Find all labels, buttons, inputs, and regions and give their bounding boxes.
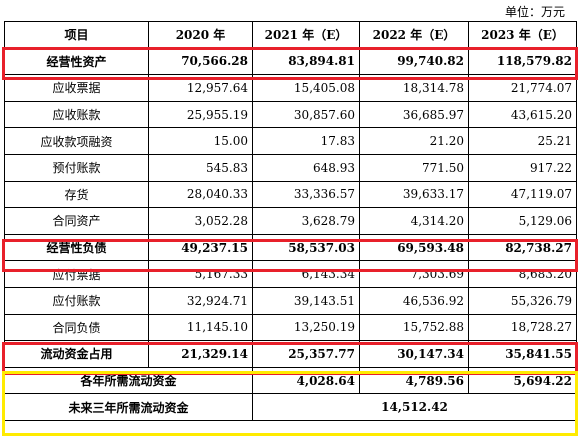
row-value: 83,894.81 bbox=[252, 47, 360, 76]
row-value: 21,329.14 bbox=[148, 340, 253, 368]
table-row: 经营性资产 70,566.28 83,894.81 99,740.82 118,579.… bbox=[4, 47, 577, 76]
row-label: 流动资金占用 bbox=[4, 340, 149, 368]
row-value: 55,326.79 bbox=[468, 286, 577, 315]
row-value: 12,957.64 bbox=[148, 74, 253, 102]
row-value: 7,303.69 bbox=[359, 260, 469, 288]
table-row: 应付票据 5,167.33 6,143.34 7,303.69 8,683.20 bbox=[4, 260, 577, 288]
annual-need-2021e: 4,028.64 bbox=[252, 366, 360, 395]
row-value: 99,740.82 bbox=[359, 47, 469, 76]
three-year-need-row: 未来三年所需流动资金 14,512.42 bbox=[4, 393, 577, 421]
row-value: 5,129.06 bbox=[468, 207, 577, 235]
row-label: 应收账款 bbox=[4, 100, 149, 129]
row-value: 21,774.07 bbox=[468, 74, 577, 102]
table-row: 应收票据 12,957.64 15,405.08 18,314.78 21,774.07 bbox=[4, 74, 577, 102]
three-year-need-label: 未来三年所需流动资金 bbox=[4, 393, 253, 421]
row-value: 32,924.71 bbox=[148, 286, 253, 315]
row-label: 经营性负债 bbox=[4, 233, 149, 262]
row-value: 118,579.82 bbox=[468, 47, 577, 76]
row-value: 17.83 bbox=[252, 127, 360, 155]
row-value: 18,728.27 bbox=[468, 313, 577, 342]
header-2021e: 2021 年（E） bbox=[252, 21, 360, 49]
row-value: 15.00 bbox=[148, 127, 253, 155]
row-value: 25,955.19 bbox=[148, 100, 253, 129]
row-value: 36,685.97 bbox=[359, 100, 469, 129]
table-row: 存货 28,040.33 33,336.57 39,633.17 47,119.07 bbox=[4, 180, 577, 209]
working-capital-table: 项目 2020 年 2021 年（E） 2022 年（E） 2023 年（E） … bbox=[4, 21, 577, 421]
row-value: 3,052.28 bbox=[148, 207, 253, 235]
row-label: 应付票据 bbox=[4, 260, 149, 288]
header-2022e: 2022 年（E） bbox=[359, 21, 469, 49]
annual-need-2023e: 5,694.22 bbox=[468, 366, 577, 395]
header-row: 项目 2020 年 2021 年（E） 2022 年（E） 2023 年（E） bbox=[4, 21, 577, 49]
row-value: 11,145.10 bbox=[148, 313, 253, 342]
table-row: 合同负债 11,145.10 13,250.19 15,752.88 18,728.27 bbox=[4, 313, 577, 342]
row-value: 25.21 bbox=[468, 127, 577, 155]
row-label: 合同资产 bbox=[4, 207, 149, 235]
row-value: 46,536.92 bbox=[359, 286, 469, 315]
row-value: 4,314.20 bbox=[359, 207, 469, 235]
row-value: 28,040.33 bbox=[148, 180, 253, 209]
row-value: 3,628.79 bbox=[252, 207, 360, 235]
row-value: 49,237.15 bbox=[148, 233, 253, 262]
row-value: 70,566.28 bbox=[148, 47, 253, 76]
row-value: 43,615.20 bbox=[468, 100, 577, 129]
row-value: 18,314.78 bbox=[359, 74, 469, 102]
row-value: 8,683.20 bbox=[468, 260, 577, 288]
row-label: 存货 bbox=[4, 180, 149, 209]
row-value: 82,738.27 bbox=[468, 233, 577, 262]
table-row: 经营性负债 49,237.15 58,537.03 69,593.48 82,738.2… bbox=[4, 233, 577, 262]
three-year-need-value: 14,512.42 bbox=[252, 393, 577, 421]
table-row: 流动资金占用 21,329.14 25,357.77 30,147.34 35,841.… bbox=[4, 340, 577, 368]
row-value: 6,143.34 bbox=[252, 260, 360, 288]
row-label: 应收款项融资 bbox=[4, 127, 149, 155]
row-label: 经营性资产 bbox=[4, 47, 149, 76]
row-value: 25,357.77 bbox=[252, 340, 360, 368]
table-row: 应收账款 25,955.19 30,857.60 36,685.97 43,615.20 bbox=[4, 100, 577, 129]
row-value: 21.20 bbox=[359, 127, 469, 155]
row-value: 47,119.07 bbox=[468, 180, 577, 209]
row-label: 应收票据 bbox=[4, 74, 149, 102]
annual-need-label: 各年所需流动资金 bbox=[4, 366, 253, 395]
row-value: 917.22 bbox=[468, 153, 577, 182]
row-label: 应付账款 bbox=[4, 286, 149, 315]
row-value: 69,593.48 bbox=[359, 233, 469, 262]
row-value: 33,336.57 bbox=[252, 180, 360, 209]
row-value: 30,857.60 bbox=[252, 100, 360, 129]
row-label: 合同负债 bbox=[4, 313, 149, 342]
row-value: 39,143.51 bbox=[252, 286, 360, 315]
row-value: 35,841.55 bbox=[468, 340, 577, 368]
annual-need-row: 各年所需流动资金 4,028.64 4,789.56 5,694.22 bbox=[4, 366, 577, 395]
row-value: 15,405.08 bbox=[252, 74, 360, 102]
row-value: 771.50 bbox=[359, 153, 469, 182]
row-value: 30,147.34 bbox=[359, 340, 469, 368]
header-2023e: 2023 年（E） bbox=[468, 21, 577, 49]
row-value: 13,250.19 bbox=[252, 313, 360, 342]
unit-label: 单位：万元 bbox=[504, 5, 565, 19]
table-row: 合同资产 3,052.28 3,628.79 4,314.20 5,129.06 bbox=[4, 207, 577, 235]
row-label: 预付账款 bbox=[4, 153, 149, 182]
row-value: 58,537.03 bbox=[252, 233, 360, 262]
header-2020: 2020 年 bbox=[148, 21, 253, 49]
table-row: 应收款项融资 15.00 17.83 21.20 25.21 bbox=[4, 127, 577, 155]
annual-need-2022e: 4,789.56 bbox=[359, 366, 469, 395]
row-value: 648.93 bbox=[252, 153, 360, 182]
header-item: 项目 bbox=[4, 21, 149, 49]
row-value: 545.83 bbox=[148, 153, 253, 182]
row-value: 15,752.88 bbox=[359, 313, 469, 342]
row-value: 5,167.33 bbox=[148, 260, 253, 288]
table-row: 应付账款 32,924.71 39,143.51 46,536.92 55,326.79 bbox=[4, 286, 577, 315]
row-value: 39,633.17 bbox=[359, 180, 469, 209]
table-row: 预付账款 545.83 648.93 771.50 917.22 bbox=[4, 153, 577, 182]
